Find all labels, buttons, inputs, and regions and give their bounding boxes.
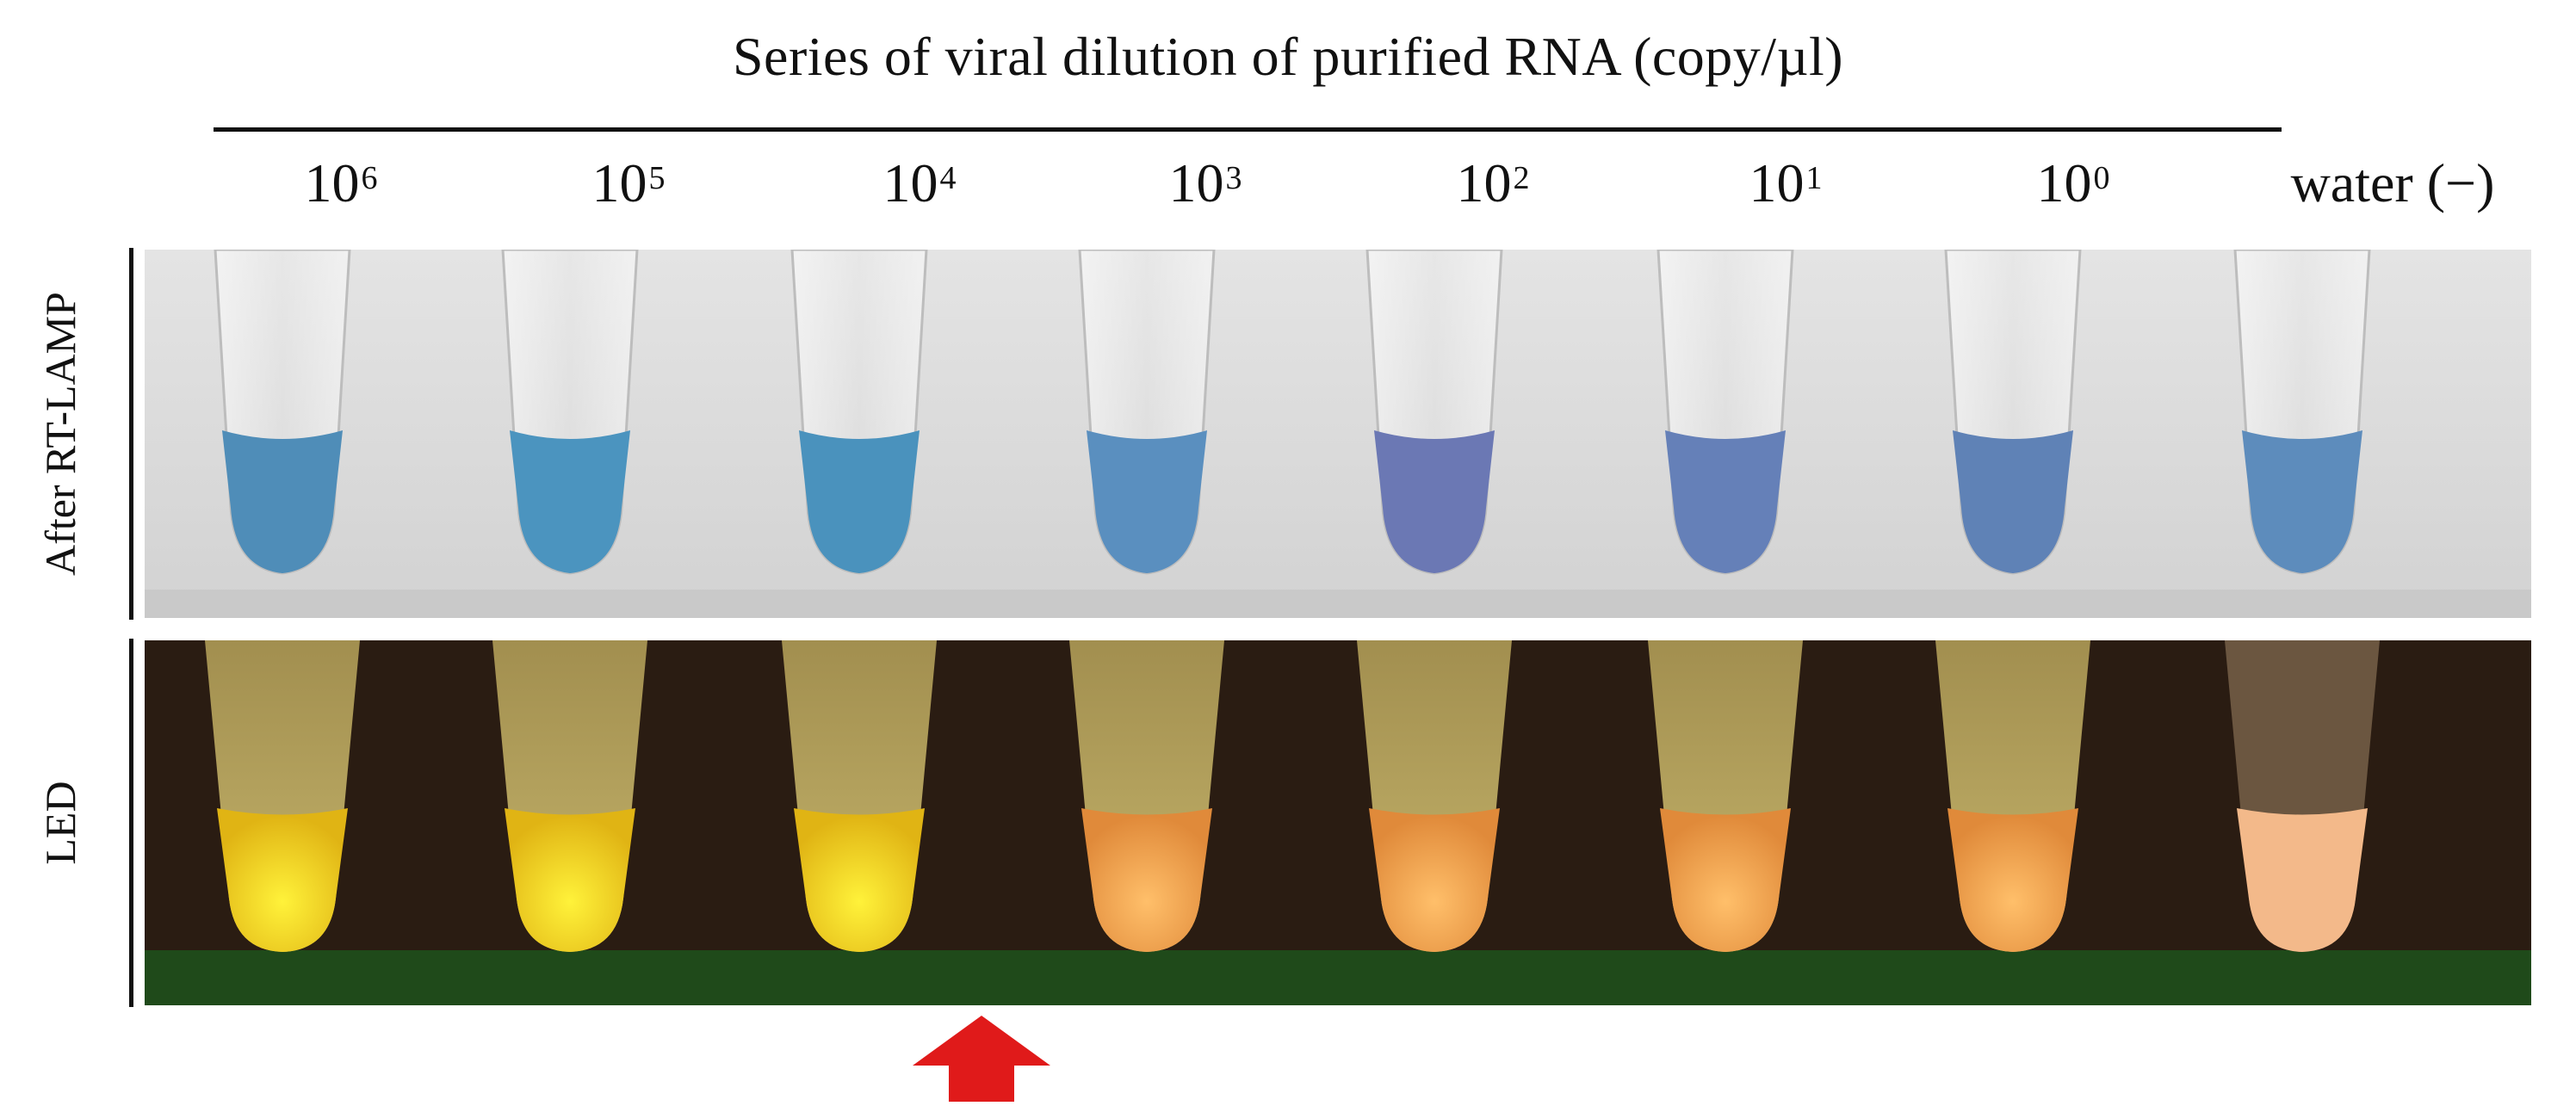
row-label-after-rt-lamp: After RT-LAMP xyxy=(36,292,84,576)
figure-title: Series of viral dilution of purified RNA… xyxy=(732,26,1844,87)
row-rule-led xyxy=(129,639,133,1007)
column-label-1e2: 102 xyxy=(1381,145,1605,222)
column-label-base: 10 xyxy=(304,152,360,213)
tube-led-1e0 xyxy=(1935,640,2090,952)
led-photo xyxy=(145,640,2531,1005)
column-label-water: water (−) xyxy=(2247,145,2540,222)
column-label-base: 10 xyxy=(882,152,938,213)
column-label-base: 10 xyxy=(591,152,647,213)
column-label-1e4: 104 xyxy=(808,145,1031,222)
tube-after-1e4 xyxy=(790,250,928,575)
top-photo-bench xyxy=(145,590,2531,618)
tube-after-1e5 xyxy=(501,250,639,575)
tube-led-water xyxy=(2225,640,2380,952)
column-label-base: 10 xyxy=(1456,152,1512,213)
after-rt-lamp-photo xyxy=(145,250,2531,618)
column-label-1e6: 106 xyxy=(229,145,453,222)
title-underline xyxy=(214,127,2282,132)
red-arrow-icon xyxy=(913,1016,1050,1102)
tube-led-1e4 xyxy=(782,640,937,952)
column-label-exponent: 1 xyxy=(1805,160,1823,196)
column-label-1e0: 100 xyxy=(1961,145,2185,222)
column-label-exponent: 4 xyxy=(939,160,957,196)
tube-after-1e2 xyxy=(1365,250,1503,575)
tube-led-1e1 xyxy=(1648,640,1803,952)
column-label-1e3: 103 xyxy=(1093,145,1317,222)
column-label-1e5: 105 xyxy=(517,145,740,222)
column-label-exponent: 2 xyxy=(1513,160,1530,196)
tube-led-1e5 xyxy=(492,640,647,952)
column-label-base: 10 xyxy=(1168,152,1224,213)
led-photo-bench xyxy=(145,950,2531,1005)
column-label-base: 10 xyxy=(1749,152,1805,213)
tube-after-1e0 xyxy=(1944,250,2082,575)
tube-after-water xyxy=(2233,250,2371,575)
tube-after-1e3 xyxy=(1078,250,1216,575)
column-label-exponent: 0 xyxy=(2093,160,2110,196)
tube-led-1e2 xyxy=(1357,640,1512,952)
row-label-led: LED xyxy=(36,781,84,865)
column-label-base: water (−) xyxy=(2290,152,2495,213)
column-label-exponent: 3 xyxy=(1225,160,1242,196)
row-rule-after-rt-lamp xyxy=(129,248,133,620)
column-label-1e1: 101 xyxy=(1674,145,1898,222)
tube-led-1e3 xyxy=(1069,640,1224,952)
tube-led-1e6 xyxy=(205,640,360,952)
tube-after-1e6 xyxy=(214,250,351,575)
column-label-exponent: 6 xyxy=(361,160,378,196)
top-photo-background xyxy=(145,250,2531,618)
column-label-base: 10 xyxy=(2036,152,2092,213)
tube-after-1e1 xyxy=(1656,250,1794,575)
column-label-exponent: 5 xyxy=(648,160,666,196)
